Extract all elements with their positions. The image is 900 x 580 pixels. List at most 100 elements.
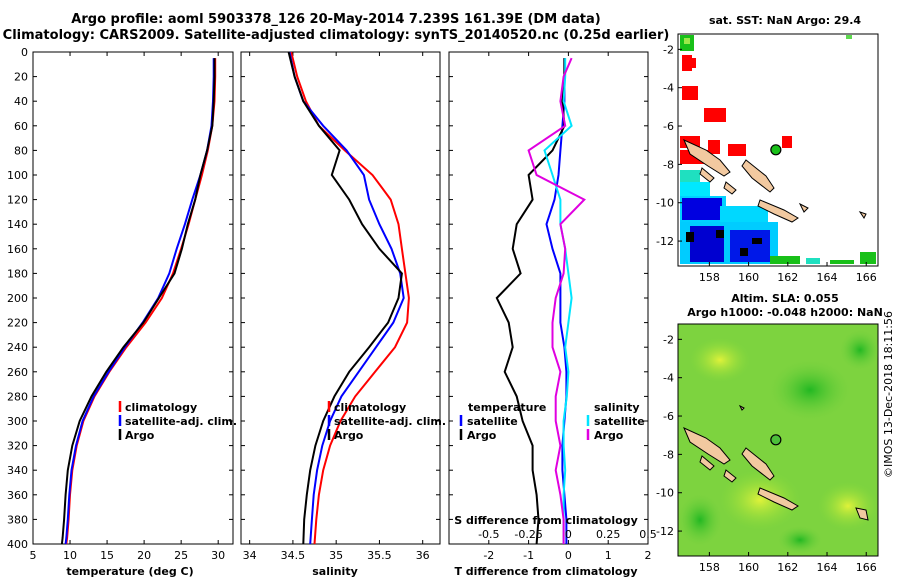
- x-tick-label: 36: [416, 549, 430, 562]
- depth-tick-label: 280: [7, 390, 28, 403]
- x-tick-label: 34.5: [281, 549, 306, 562]
- lat-tick-label: -2: [663, 43, 674, 56]
- x-tick-label: 2: [645, 549, 652, 562]
- sla-map: [677, 323, 880, 557]
- temperature-plot: 5 10 15 20 25 30: [30, 52, 225, 562]
- lat-tick-label: -2: [663, 333, 674, 346]
- depth-tick-label: 220: [7, 317, 28, 330]
- legend-satellite: satellite-adj. clim.: [334, 415, 446, 428]
- series-s-argo: [527, 57, 586, 544]
- lat-tick-label: -4: [663, 372, 674, 385]
- series-t-argo: [495, 58, 566, 545]
- legend-climatology: climatology: [125, 401, 197, 414]
- difference-legend-temperature: temperature satellite Argo: [459, 401, 546, 442]
- legend-climatology: climatology: [334, 401, 406, 414]
- lat-tick-label: -6: [663, 410, 674, 423]
- depth-axis: 0 20 40 60 80 100 120 140 160 180 200 220 240 260 280 3…: [7, 46, 648, 551]
- depth-tick-label: 240: [7, 341, 28, 354]
- depth-tick-label: 380: [7, 513, 28, 526]
- series-satellite-adj-clim-: [288, 51, 405, 545]
- lon-tick-label: 162: [777, 271, 798, 284]
- x-tick-label: 20: [137, 549, 151, 562]
- depth-tick-label: 20: [14, 71, 28, 84]
- x2-tick-label: -0.25: [514, 528, 542, 541]
- lat-tick-label: -10: [656, 197, 674, 210]
- depth-tick-label: 260: [7, 366, 28, 379]
- depth-tick-label: 400: [7, 538, 28, 551]
- temperature-xlabel: temperature (deg C): [66, 565, 193, 578]
- salinity-panel: [240, 51, 441, 545]
- lat-tick-label: -10: [656, 487, 674, 500]
- salinity-legend: climatology satellite-adj. clim. Argo: [327, 401, 446, 442]
- sla-map-title-2: Argo h1000: -0.048 h2000: NaN: [687, 306, 883, 319]
- depth-tick-label: 200: [7, 292, 28, 305]
- x-tick-label: 10: [63, 549, 77, 562]
- lat-tick-label: -12: [656, 525, 674, 538]
- legend-T-satellite: satellite: [467, 415, 518, 428]
- depth-tick-label: 160: [7, 243, 28, 256]
- temperature-panel: [32, 51, 234, 545]
- sst-map: [677, 33, 879, 267]
- x-tick-label: 25: [174, 549, 188, 562]
- x2-tick-label: 0: [565, 528, 572, 541]
- x-tick-label: 5: [30, 549, 37, 562]
- x-tick-label: 30: [211, 549, 225, 562]
- depth-tick-label: 340: [7, 464, 28, 477]
- legend-S-argo: Argo: [594, 429, 624, 442]
- legend-S-satellite: satellite: [594, 415, 645, 428]
- x-tick-label: 35.5: [367, 549, 392, 562]
- salinity-plot: 34 34.5 35 35.5 36: [243, 51, 430, 562]
- lon-tick-label: 166: [856, 271, 877, 284]
- x-tick-label: 15: [100, 549, 114, 562]
- depth-tick-label: 360: [7, 489, 28, 502]
- title-line-2: Climatology: CARS2009. Satellite-adjuste…: [2, 28, 670, 43]
- depth-tick-label: 40: [14, 95, 28, 108]
- series-argo: [60, 58, 216, 545]
- sst-map-ticks: -2 -4 -6 -8 -10 -12 158 160 162 164 166: [656, 43, 877, 284]
- depth-tick-label: 100: [7, 169, 28, 182]
- imos-timestamp: ©IMOS 13-Dec-2018 18:11:56: [882, 311, 895, 478]
- series-argo: [287, 51, 403, 545]
- legend-title-salinity: salinity: [594, 401, 640, 414]
- lat-tick-label: -12: [656, 235, 674, 248]
- salinity-xlabel: salinity: [312, 565, 358, 578]
- x2-tick-label: 0.5: [639, 528, 657, 541]
- depth-tick-label: 140: [7, 218, 28, 231]
- legend-argo: Argo: [334, 429, 364, 442]
- lat-tick-label: -8: [663, 158, 674, 171]
- series-s-satellite: [543, 58, 573, 544]
- lat-tick-label: -4: [663, 82, 674, 95]
- difference-panel: [448, 51, 649, 545]
- x-tick-label: -1: [523, 549, 534, 562]
- x-tick-label: 1: [605, 549, 612, 562]
- depth-tick-label: 0: [21, 46, 28, 59]
- legend-argo: Argo: [125, 429, 155, 442]
- x2-tick-label: 0.25: [596, 528, 621, 541]
- x-tick-label: 34: [243, 549, 257, 562]
- sst-profile-marker: [770, 144, 782, 156]
- legend-satellite: satellite-adj. clim.: [125, 415, 237, 428]
- lon-tick-label: 162: [777, 561, 798, 574]
- sla-profile-marker: [770, 434, 782, 446]
- depth-tick-label: 120: [7, 194, 28, 207]
- depth-tick-label: 300: [7, 415, 28, 428]
- x-tick-label: 35: [329, 549, 343, 562]
- legend-title-temperature: temperature: [468, 401, 546, 414]
- x2-tick-label: -0.5: [478, 528, 499, 541]
- series-climatology: [290, 51, 410, 545]
- lon-tick-label: 160: [738, 271, 759, 284]
- temperature-legend: climatology satellite-adj. clim. Argo: [118, 401, 237, 442]
- sst-islands: [683, 139, 867, 223]
- lon-tick-label: 164: [817, 271, 838, 284]
- lon-tick-label: 164: [817, 561, 838, 574]
- difference-xlabel: T difference from climatology: [454, 565, 637, 578]
- lon-tick-label: 160: [738, 561, 759, 574]
- legend-T-argo: Argo: [467, 429, 497, 442]
- lon-tick-label: 158: [699, 561, 720, 574]
- x-tick-label: -2: [483, 549, 494, 562]
- x-tick-label: 0: [565, 549, 572, 562]
- lat-tick-label: -8: [663, 448, 674, 461]
- sla-map-ticks: -2 -4 -6 -8 -10 -12 158 160 162 164 166: [656, 333, 877, 574]
- lat-tick-label: -6: [663, 120, 674, 133]
- sla-map-title-1: Altim. SLA: 0.055: [731, 292, 839, 305]
